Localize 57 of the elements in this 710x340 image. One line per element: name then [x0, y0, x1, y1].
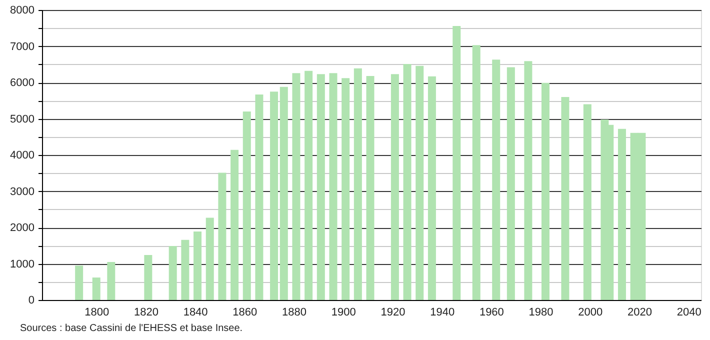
bar: [354, 68, 362, 300]
bar: [403, 64, 412, 300]
y-tick-label: 2000: [10, 222, 34, 234]
bar: [366, 76, 374, 300]
bar: [75, 266, 84, 300]
bar: [472, 45, 480, 300]
x-tick-label: 1960: [479, 306, 504, 318]
y-tick-label: 6000: [10, 77, 34, 89]
bar: [230, 150, 239, 300]
x-tick-label: 1820: [134, 306, 158, 318]
bar: [181, 240, 190, 300]
bar: [561, 97, 570, 300]
bar: [506, 67, 515, 300]
bar: [304, 70, 313, 300]
bar: [218, 172, 226, 300]
x-tick-label: 1900: [331, 306, 356, 318]
x-tick-label: 1800: [84, 306, 110, 318]
bar: [168, 246, 177, 300]
x-tick-label: 2020: [628, 306, 652, 318]
x-tick-label: 1840: [183, 306, 208, 318]
x-tick-label: 1940: [430, 306, 455, 318]
bar: [316, 74, 325, 300]
bar: [270, 92, 278, 300]
bar: [583, 104, 592, 300]
bar: [428, 76, 436, 300]
bar: [342, 78, 350, 300]
bar: [416, 66, 424, 300]
source-note: Sources : base Cassini de l'EHESS et base Insee.: [20, 323, 243, 334]
bar: [524, 61, 532, 300]
bar: [390, 74, 399, 300]
bar: [107, 262, 116, 300]
bar: [492, 60, 500, 300]
x-tick-label: 2040: [676, 306, 702, 318]
bar: [206, 218, 214, 300]
y-tick-label: 0: [28, 294, 34, 306]
bar: [92, 278, 100, 300]
bar: [144, 255, 152, 300]
bar: [329, 73, 338, 300]
y-tick-label: 7000: [10, 40, 34, 53]
y-tick-label: 3000: [10, 186, 34, 198]
bar: [242, 112, 251, 300]
y-tick-label: 1000: [10, 258, 34, 270]
x-tick-label: 1980: [528, 306, 554, 318]
y-tick-label: 8000: [10, 4, 34, 16]
x-tick-label: 1920: [380, 306, 406, 318]
bar: [541, 82, 550, 300]
x-tick-label: 1860: [232, 306, 258, 318]
bar: [280, 86, 288, 300]
x-tick-label: 2000: [578, 306, 603, 318]
bar: [255, 94, 264, 300]
bar: [194, 231, 202, 300]
bar: [452, 26, 461, 300]
bar: [618, 128, 626, 300]
y-tick-label: 4000: [10, 150, 34, 162]
y-tick-label: 5000: [10, 113, 34, 126]
x-tick-label: 1880: [282, 306, 307, 318]
bar: [292, 73, 300, 300]
